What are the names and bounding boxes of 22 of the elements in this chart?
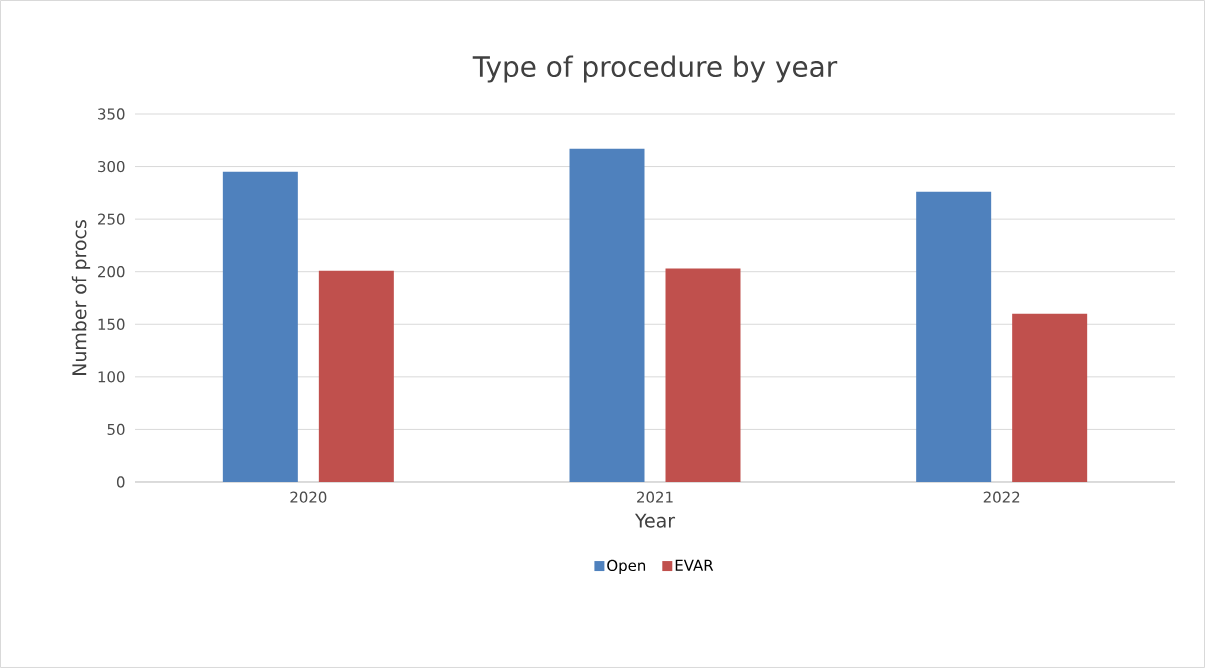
x-axis-title: Year (634, 513, 676, 528)
chart-title: Type of procedure by year (472, 55, 838, 83)
y-tick-label: 150 (98, 318, 125, 330)
legend-label: EVAR (675, 559, 714, 571)
y-axis-title: Number of procs (71, 220, 91, 375)
y-tick-label: 50 (107, 423, 125, 436)
y-tick-label: 250 (98, 213, 125, 225)
legend-label: Open (607, 559, 646, 574)
x-tick-label: 2021 (637, 491, 673, 503)
y-tick-label: 0 (116, 476, 125, 488)
bar (1012, 313, 1088, 482)
y-tick-label: 200 (98, 266, 125, 278)
bar (916, 191, 992, 482)
x-tick-label: 2022 (983, 491, 1020, 503)
bar (222, 171, 298, 482)
y-tick-label: 100 (98, 371, 125, 383)
bar (665, 268, 741, 482)
bar (569, 148, 645, 482)
bar (318, 270, 394, 482)
y-tick-label: 350 (98, 108, 125, 120)
x-tick-label: 2020 (290, 491, 327, 503)
y-tick-label: 300 (98, 160, 125, 173)
